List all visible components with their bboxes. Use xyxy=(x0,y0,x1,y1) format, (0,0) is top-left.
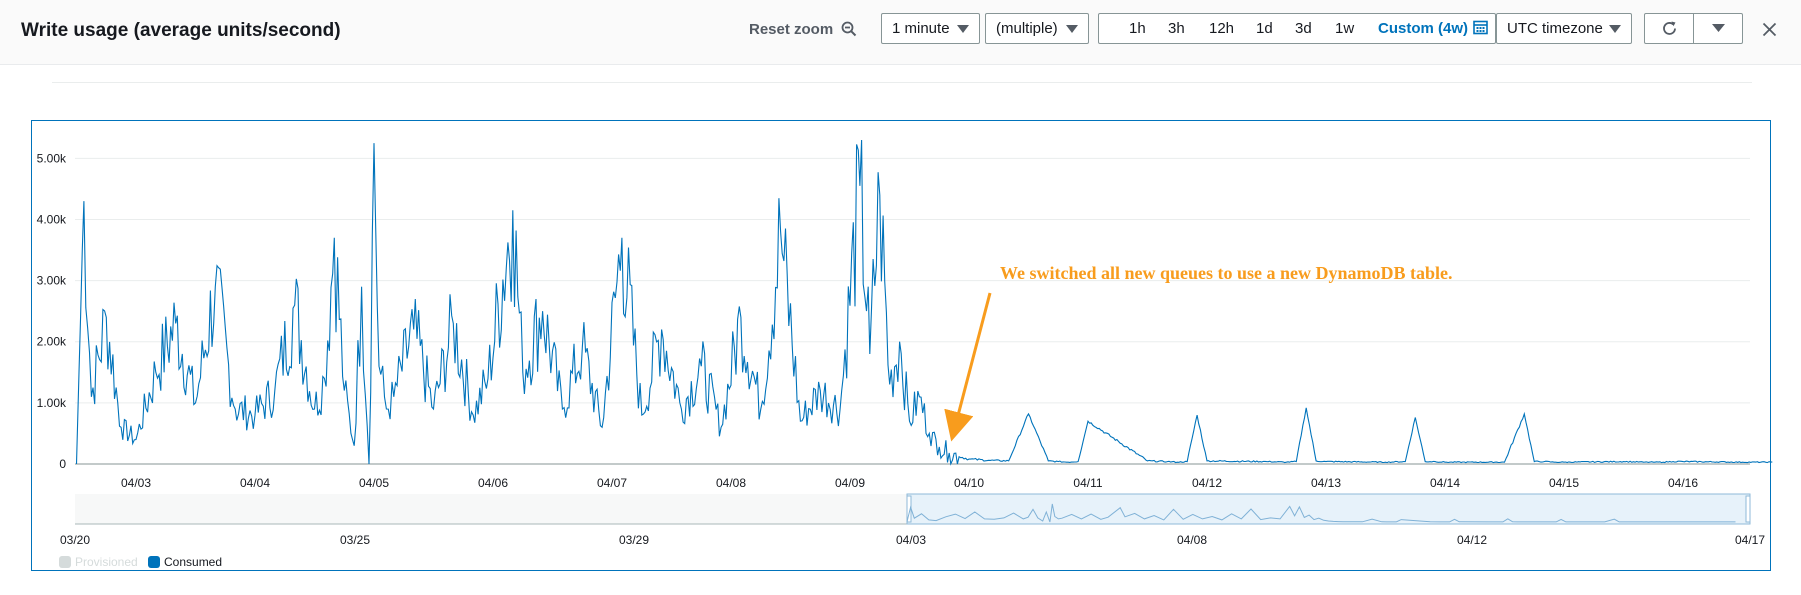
y-tick-label: 2.00k xyxy=(37,335,67,349)
navigator-selection[interactable] xyxy=(906,493,1751,525)
range-option-3h[interactable]: 3h xyxy=(1168,20,1185,37)
navigator-tick-label: 04/03 xyxy=(896,533,926,547)
statistic-value: (multiple) xyxy=(996,20,1058,37)
x-tick-label: 04/16 xyxy=(1668,476,1698,490)
refresh-icon xyxy=(1662,21,1676,35)
caret-down-icon xyxy=(957,24,969,33)
button-divider xyxy=(1693,14,1694,43)
range-option-12h[interactable]: 12h xyxy=(1209,20,1235,37)
y-tick-label: 3.00k xyxy=(37,274,67,288)
x-tick-label: 04/12 xyxy=(1192,476,1222,490)
reset-zoom-label: Reset zoom xyxy=(749,20,834,38)
x-tick-label: 04/07 xyxy=(597,476,627,490)
navigator-handle[interactable] xyxy=(1745,495,1751,523)
chart-frame xyxy=(31,120,1771,571)
legend-item-provisioned[interactable]: Provisioned xyxy=(59,555,138,569)
timezone-dropdown[interactable]: UTC timezone xyxy=(1496,13,1632,44)
refresh-button[interactable] xyxy=(1645,14,1693,43)
caret-down-icon xyxy=(1066,24,1078,33)
series-line-consumed xyxy=(75,139,1773,466)
navigator-tick-label: 03/20 xyxy=(60,533,90,547)
legend-item-consumed[interactable]: Consumed xyxy=(148,555,222,569)
reset-zoom-button[interactable]: Reset zoom xyxy=(749,18,857,40)
widget-header: Write usage (average units/second) Reset… xyxy=(0,0,1801,65)
navigator-tick-label: 04/17 xyxy=(1735,533,1765,547)
x-tick-label: 04/13 xyxy=(1311,476,1341,490)
annotation-text: We switched all new queues to use a new … xyxy=(1000,263,1453,283)
y-tick-label: 5.00k xyxy=(37,151,67,165)
y-tick-label: 4.00k xyxy=(37,212,67,226)
x-tick-label: 04/15 xyxy=(1549,476,1579,490)
period-value: 1 minute xyxy=(892,20,950,37)
x-tick-label: 04/06 xyxy=(478,476,508,490)
x-tick-label: 04/10 xyxy=(954,476,984,490)
widget-title: Write usage (average units/second) xyxy=(21,20,341,41)
refresh-options-button[interactable] xyxy=(1694,14,1742,43)
navigator-tick-label: 04/12 xyxy=(1457,533,1487,547)
navigator-tick-label: 03/25 xyxy=(340,533,370,547)
x-tick-label: 04/05 xyxy=(359,476,389,490)
x-tick-label: 04/09 xyxy=(835,476,865,490)
caret-down-icon xyxy=(1609,24,1621,33)
legend-swatch-consumed xyxy=(148,556,160,568)
time-range-selector xyxy=(1098,13,1496,44)
zoom-out-icon xyxy=(841,21,857,37)
statistic-dropdown[interactable]: (multiple) xyxy=(985,13,1089,44)
range-option-3d[interactable]: 3d xyxy=(1295,20,1312,37)
refresh-button-group xyxy=(1644,13,1743,44)
x-tick-label: 04/04 xyxy=(240,476,270,490)
legend-swatch-provisioned xyxy=(59,556,71,568)
y-tick-label: 0 xyxy=(59,457,66,471)
x-tick-label: 04/03 xyxy=(121,476,151,490)
navigator-series-line xyxy=(906,503,1736,523)
timezone-value: UTC timezone xyxy=(1507,20,1603,37)
x-tick-label: 04/08 xyxy=(716,476,746,490)
content-divider xyxy=(52,82,1752,83)
y-tick-label: 1.00k xyxy=(37,396,67,410)
navigator-tick-label: 03/29 xyxy=(619,533,649,547)
close-icon[interactable] xyxy=(1762,22,1777,37)
period-dropdown[interactable]: 1 minute xyxy=(881,13,980,44)
navigator-tick-label: 04/08 xyxy=(1177,533,1207,547)
range-option-1w[interactable]: 1w xyxy=(1335,20,1355,37)
x-tick-label: 04/14 xyxy=(1430,476,1460,490)
calendar-icon[interactable] xyxy=(1473,20,1488,35)
caret-down-icon xyxy=(1711,24,1725,32)
x-tick-label: 04/11 xyxy=(1073,476,1102,490)
chart-legend: Provisioned Consumed xyxy=(59,555,222,569)
legend-label-provisioned: Provisioned xyxy=(75,555,138,569)
annotation-arrow xyxy=(944,292,992,442)
range-option-1d[interactable]: 1d xyxy=(1256,20,1273,37)
range-option-custom[interactable]: Custom (4w) xyxy=(1378,20,1468,37)
legend-label-consumed: Consumed xyxy=(164,555,222,569)
range-option-1h[interactable]: 1h xyxy=(1129,20,1146,37)
